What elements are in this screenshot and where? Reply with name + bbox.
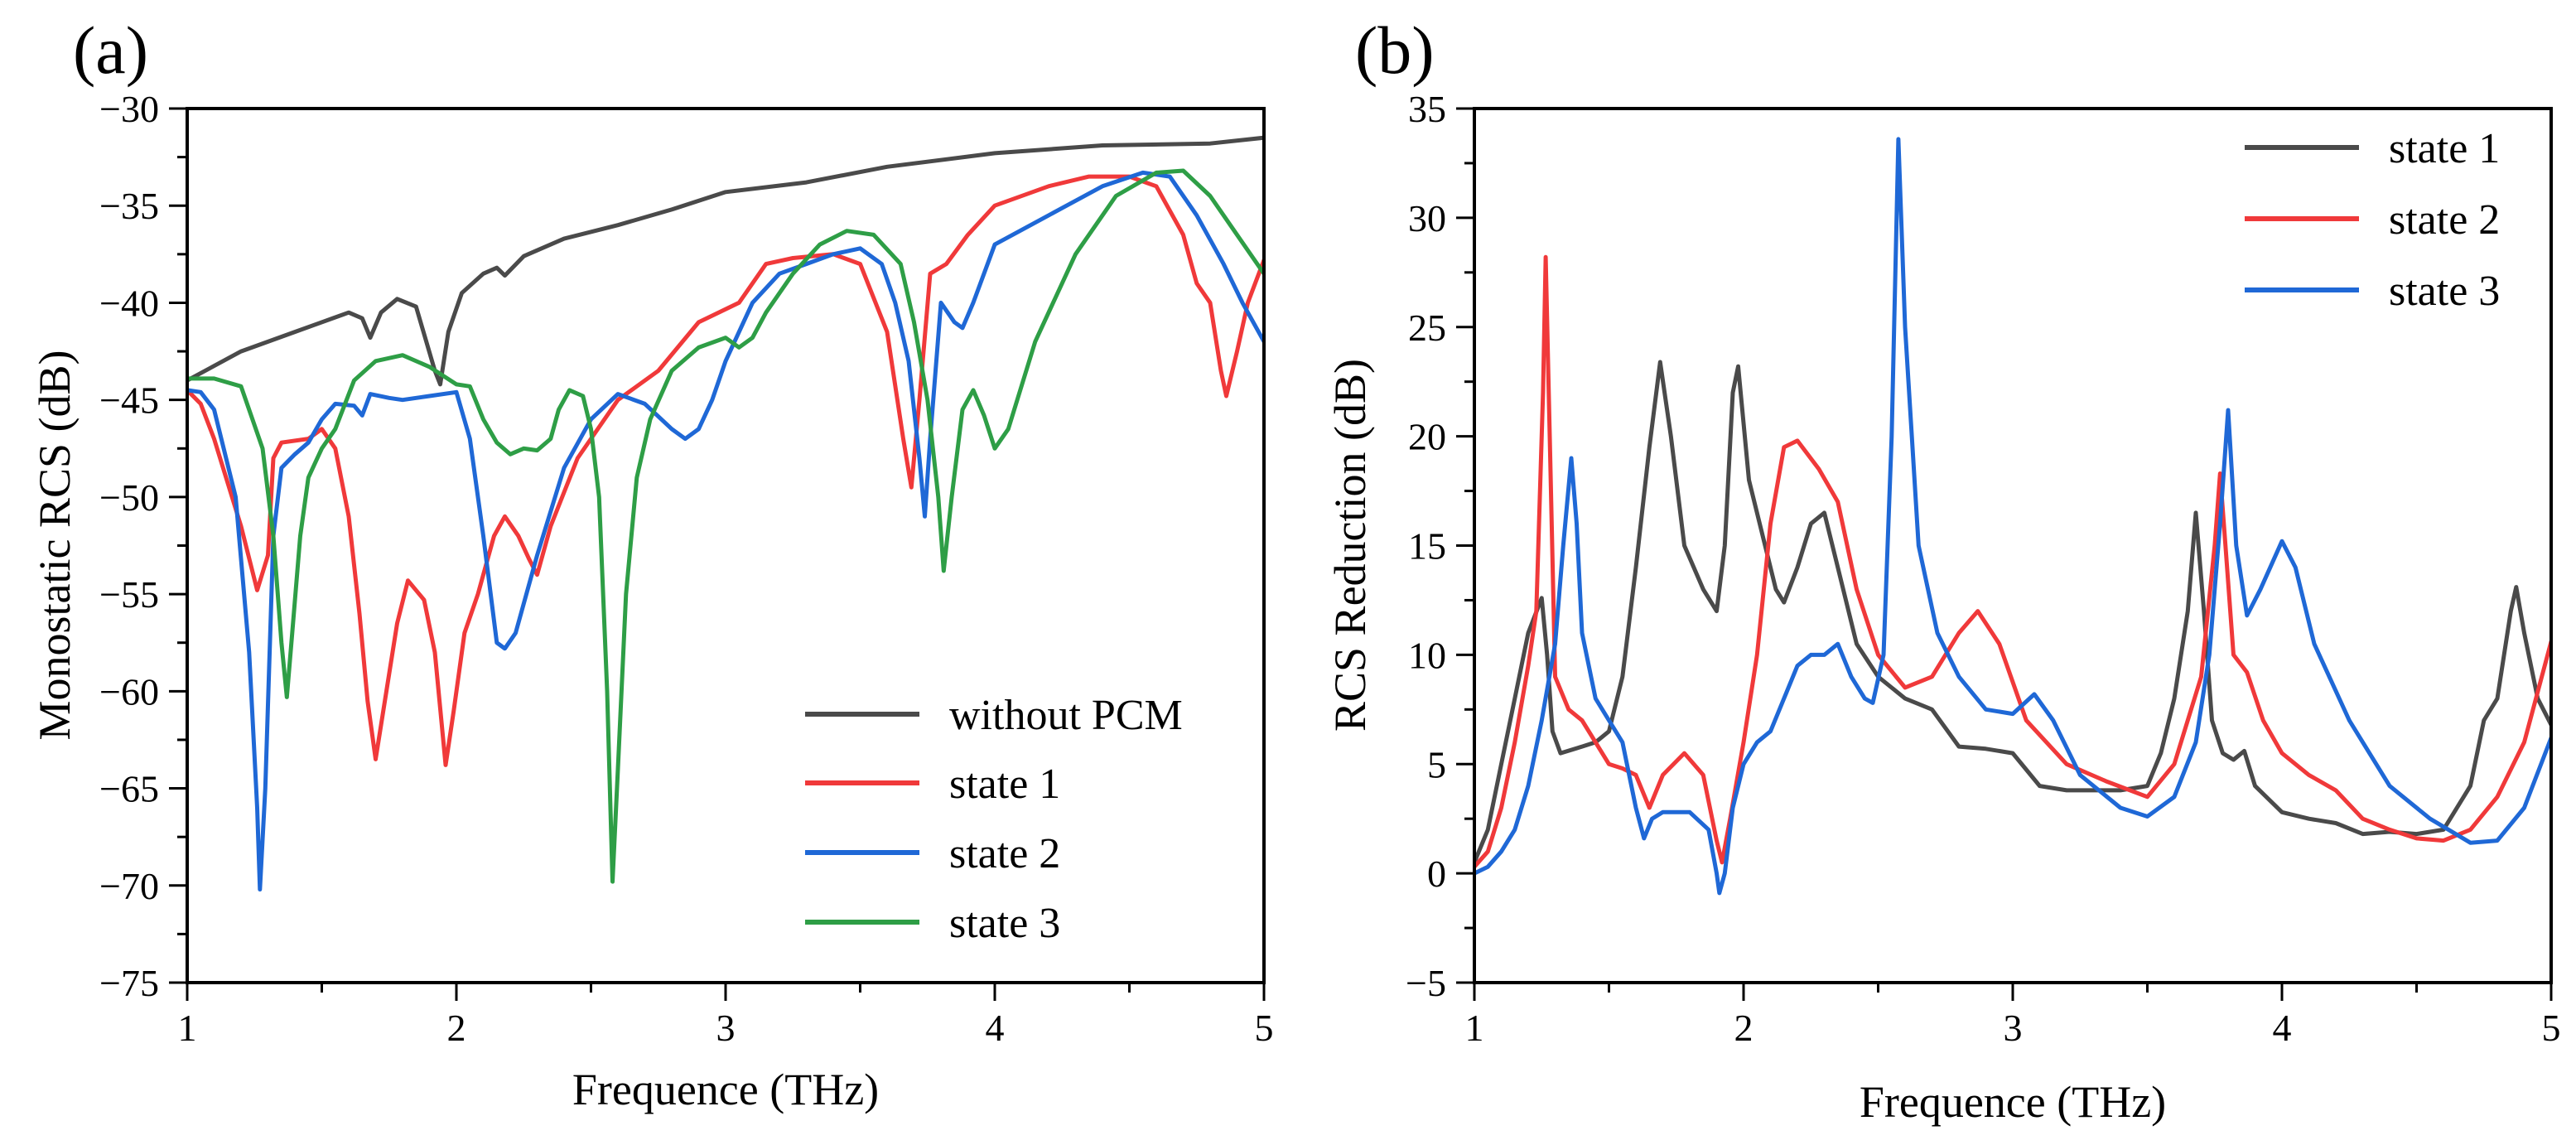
panel-a-y-axis-title: Monostatic RCS (dB) [30,350,80,740]
y-tick-label-b-1: 0 [1427,853,1446,895]
series-line-a-without-pcm [187,135,1264,387]
y-tick-label-b-0: −5 [1406,962,1446,1004]
y-tick-label-b-8: 35 [1408,88,1446,130]
series-line-b-state-3 [1474,137,2551,896]
x-tick-label-a-2: 3 [716,1007,736,1049]
series-line-a-state-1 [187,174,1264,767]
y-tick-label-a-1: −70 [99,865,159,907]
y-tick-label-a-0: −75 [99,962,159,1004]
x-tick-label-a-3: 4 [986,1007,1005,1049]
panel-b-series-layer [1474,137,2551,896]
legend-a-label-state-2: state 2 [949,830,1060,877]
series-line-a-state-2 [187,170,1264,891]
x-tick-label-b-3: 4 [2273,1007,2292,1049]
panel-b-plot-frame [1473,107,2553,984]
x-tick-label-a-4: 5 [1255,1007,1274,1049]
legend-a-label-without-pcm: without PCM [949,692,1183,739]
panel-a-label: (a) [73,12,148,88]
panel-b-rcs-reduction-chart: (b) 1 2 3 4 5 −5 0 5 10 15 20 25 30 35 Frequence (THz… [1325,12,2561,1127]
panel-a-rcs-chart: (a) 1 2 3 4 5−75−70−65−60−55−50−45−40−35−30 … [30,12,1274,1114]
y-tick-label-a-8: −35 [99,185,159,227]
panel-b-label: (b) [1355,12,1435,88]
panel-a-series-layer [187,135,1264,891]
y-tick-label-b-2: 5 [1427,743,1446,785]
y-tick-label-a-5: −50 [99,476,159,519]
series-line-a-state-3 [187,168,1264,884]
legend-b-label-state-2: state 2 [2389,196,2500,244]
y-tick-label-b-5: 20 [1408,416,1446,458]
y-tick-label-a-9: −30 [99,88,159,130]
legend-b-label-state-1: state 1 [2389,125,2500,172]
x-tick-label-b-4: 5 [2542,1007,2561,1049]
y-tick-label-b-3: 10 [1408,634,1446,676]
x-tick-label-a-0: 1 [178,1007,197,1049]
x-tick-label-b-0: 1 [1465,1007,1484,1049]
y-tick-label-a-7: −40 [99,282,159,324]
series-line-b-state-2 [1474,254,2551,869]
y-tick-label-b-4: 15 [1408,525,1446,568]
panel-a-tick-layer: 1 2 3 4 5 −75 −70 −65 −60 −55 −50 −45 −40 −35 −30 [99,88,1273,1049]
panel-b-x-axis-title: Frequence (THz) [1860,1077,2166,1127]
y-tick-label-b-6: 25 [1408,307,1446,349]
panel-a-x-axis-title: Frequence (THz) [572,1065,879,1114]
x-tick-label-b-2: 3 [2004,1007,2023,1049]
legend-a-label-state-3: state 3 [949,900,1060,947]
legend-b-label-state-3: state 3 [2389,268,2500,315]
y-tick-label-a-3: −60 [99,670,159,713]
panel-a-legend: without PCM state 1 state 2 state 3 [805,692,1183,947]
panel-b-legend: state 1 state 2 state 3 [2245,125,2500,315]
y-tick-label-a-6: −45 [99,379,159,422]
y-tick-label-a-4: −55 [99,573,159,616]
x-tick-label-b-1: 2 [1734,1007,1754,1049]
legend-a-label-state-1: state 1 [949,761,1060,808]
panel-a-plot-frame [186,107,1266,984]
panel-b-y-axis-title: RCS Reduction (dB) [1325,359,1375,732]
x-tick-label-a-1: 2 [447,1007,466,1049]
y-tick-label-b-7: 30 [1408,197,1446,239]
panel-b-tick-layer: 1 2 3 4 5 −5 0 5 10 15 20 25 30 35 [1406,88,2560,1049]
y-tick-label-a-2: −65 [99,768,159,810]
